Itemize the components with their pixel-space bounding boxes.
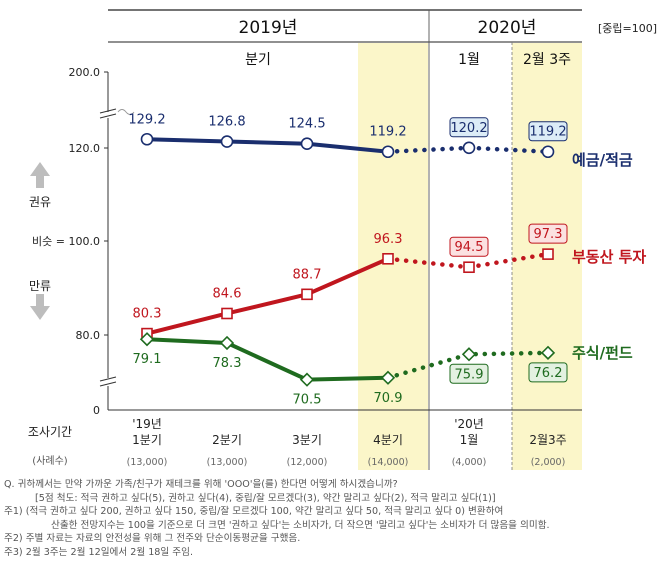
- x-tick-label-4: 1월: [460, 433, 479, 447]
- period-header-january: 1월: [458, 52, 480, 68]
- x-tick-label-5: 2월3주: [529, 433, 566, 447]
- y-tick-120: 120.0: [69, 142, 101, 155]
- data-label-1-3: 96.3: [374, 232, 403, 247]
- value-box-2-4: [449, 363, 489, 384]
- x-sample-1: (13,000): [207, 457, 248, 468]
- y-tick-200: 200.0: [69, 66, 101, 79]
- axis-break-upper: [99, 108, 117, 119]
- data-label-0-5: 119.2: [529, 125, 566, 140]
- series-name-0: 예금/적금: [572, 151, 633, 169]
- year-2020: 2020년: [478, 18, 537, 38]
- value-box-1-5: [528, 223, 568, 244]
- point-0-1: [220, 135, 234, 148]
- value-box-2-5: [528, 362, 568, 383]
- data-label-2-4: 75.9: [455, 367, 484, 382]
- up-arrow-icon: [30, 162, 50, 188]
- x-tick-label-0-line1: '19년: [132, 417, 162, 431]
- data-label-2-3: 70.9: [374, 391, 403, 406]
- data-label-1-5: 97.3: [534, 227, 563, 242]
- data-label-0-1: 126.8: [208, 115, 245, 130]
- data-label-0-3: 119.2: [369, 125, 406, 140]
- label-discourage: 만류: [29, 279, 51, 293]
- down-arrow-icon: [30, 294, 50, 320]
- x-header: 조사기간: [28, 425, 72, 439]
- data-label-2-1: 78.3: [213, 356, 242, 371]
- data-label-1-0: 80.3: [133, 307, 162, 322]
- point-0-2: [300, 137, 314, 151]
- x-sample-2: (12,000): [287, 457, 328, 468]
- point-0-4: [462, 141, 476, 155]
- series-line-2: [146, 337, 389, 382]
- x-sample-0: (13,000): [127, 457, 168, 468]
- x-tick-label-4-line1: '20년: [454, 417, 484, 431]
- data-label-2-2: 70.5: [293, 393, 322, 408]
- y-tick-0: 0: [93, 404, 100, 417]
- point-2-1: [219, 335, 235, 351]
- year-2019: 2019년: [239, 18, 298, 38]
- data-label-0-2: 124.5: [288, 117, 325, 132]
- value-box-0-5: [528, 121, 568, 142]
- point-1-1: [221, 307, 233, 320]
- period-header-feb-week3: 2월 3주: [523, 52, 571, 68]
- point-1-3: [382, 252, 394, 265]
- chart: 2019년 2020년 [중립=100] 분기 1월 2월 3주 200.0 1…: [28, 9, 657, 470]
- x-tick-label-2: 3분기: [292, 433, 322, 447]
- period-header-quarter: 분기: [245, 52, 271, 68]
- x-tick-label-3: 4분기: [373, 433, 403, 447]
- value-box-0-4: [449, 117, 489, 138]
- x-sample-3: (14,000): [368, 457, 409, 468]
- data-label-1-4: 94.5: [455, 240, 484, 255]
- axis-break-lower: [99, 376, 117, 387]
- data-label-2-5: 76.2: [534, 366, 563, 381]
- point-0-3: [381, 145, 395, 159]
- data-label-1-2: 88.7: [293, 267, 322, 282]
- value-box-1-4: [449, 236, 489, 257]
- series-line-1: [146, 256, 389, 336]
- data-label-0-4: 120.2: [450, 121, 487, 136]
- point-0-5: [541, 145, 555, 159]
- point-1-5: [542, 248, 554, 260]
- axis-break-wave-left: [117, 109, 135, 115]
- point-2-4: [461, 347, 477, 362]
- point-2-5: [540, 345, 556, 360]
- point-1-4: [463, 261, 475, 274]
- data-label-1-1: 84.6: [213, 286, 242, 301]
- point-2-0: [139, 332, 155, 347]
- note-question: Q. 귀하께서는 만약 가까운 가족/친구가 재테크를 위해 'OOO'을(를)…: [4, 479, 398, 490]
- point-0-0: [140, 132, 154, 146]
- note-2: 주2) 주별 자료는 자료의 안전성을 위해 그 전주와 단순이동평균을 구했음…: [4, 533, 301, 545]
- y-tick-80: 80.0: [76, 329, 101, 342]
- note-1: 주1) (적극 권하고 싶다 200, 권하고 싶다 150, 중립/잘 모르겠…: [4, 506, 504, 518]
- y-tick-100: 비슷 = 100.0: [32, 235, 100, 248]
- series-name-1: 부동산 투자: [572, 248, 646, 266]
- data-label-0-0: 129.2: [128, 112, 165, 127]
- label-recommend: 권유: [29, 195, 51, 209]
- data-label-2-0: 79.1: [133, 352, 162, 367]
- note-scale: [5점 척도: 적극 권하고 싶다(5), 권하고 싶다(4), 중립/잘 모르…: [35, 492, 496, 504]
- series-name-2: 주식/펀드: [572, 344, 633, 362]
- note-3: 주3) 2월 3주는 2월 12일에서 2월 18일 주임.: [4, 546, 193, 558]
- x-tick-label-0: 1분기: [132, 433, 162, 447]
- sample-header: (사례수): [32, 455, 68, 467]
- point-2-3: [380, 370, 396, 385]
- point-1-2: [301, 288, 313, 301]
- series-dotted-2: [385, 350, 551, 381]
- neutral-note: [중립=100]: [598, 22, 657, 35]
- x-sample-4: (4,000): [452, 457, 487, 468]
- x-sample-5: (2,000): [531, 457, 566, 468]
- x-tick-label-1: 2분기: [212, 433, 242, 447]
- note-1-cont: 산출한 전망지수는 100을 기준으로 더 크면 '권하고 싶다'는 소비자가,…: [51, 519, 550, 531]
- point-2-2: [299, 372, 315, 387]
- series-line-0: [146, 137, 389, 154]
- footnotes: Q. 귀하께서는 만약 가까운 가족/친구가 재테크를 위해 'OOO'을(를)…: [4, 478, 658, 560]
